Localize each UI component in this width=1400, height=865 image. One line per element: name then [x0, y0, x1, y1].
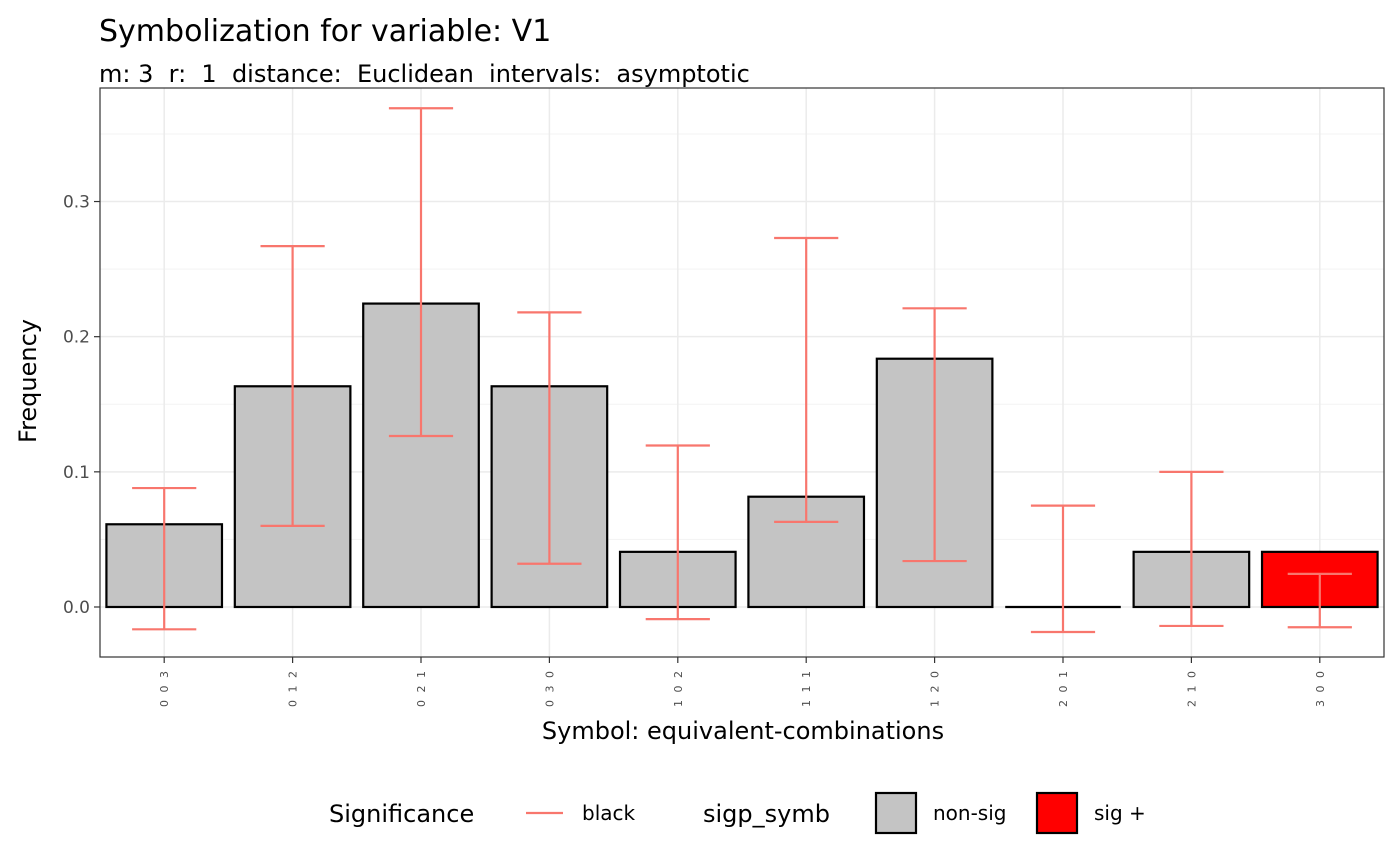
legend: Significance black sigp_symb non-sig sig + — [329, 791, 1146, 835]
legend-title-sigp-symb: sigp_symb — [703, 800, 830, 828]
y-tick-label: 0.0 — [63, 598, 90, 618]
errorbars-layer — [132, 107, 1352, 634]
x-axis-title: Symbol: equivalent-combinations — [542, 717, 944, 745]
x-tick-label: 1 1 1 — [800, 669, 813, 707]
x-tick-label: 0 2 1 — [415, 669, 428, 707]
errorbar — [1159, 470, 1224, 628]
errorbar — [902, 307, 967, 563]
errorbar — [1030, 504, 1096, 634]
errorbar — [774, 236, 839, 523]
errorbar — [645, 444, 710, 621]
chart-subtitle: m: 3 r: 1 distance: Euclidean intervals:… — [99, 60, 750, 88]
errorbar — [1287, 572, 1352, 629]
chart-title: Symbolization for variable: V1 — [99, 14, 551, 49]
legend-label: non-sig — [933, 801, 1006, 825]
x-tick-label: 2 0 1 — [1057, 669, 1070, 707]
x-tick-label: 2 1 0 — [1185, 669, 1198, 707]
y-axis-title: Frequency — [14, 319, 42, 443]
bars-layer — [105, 302, 1379, 609]
x-tick-label: 0 1 2 — [287, 669, 300, 707]
errorbar — [517, 311, 582, 565]
errorbar — [132, 486, 197, 631]
y-tick-label: 0.2 — [63, 328, 90, 348]
x-tick-label: 3 0 0 — [1314, 669, 1327, 707]
x-tick-label: 1 2 0 — [929, 669, 942, 707]
y-tick-label: 0.3 — [63, 193, 90, 213]
legend-key-box — [1035, 791, 1079, 835]
legend-title-significance: Significance — [329, 800, 474, 828]
legend-label: black — [582, 801, 636, 825]
plot-panel-border — [99, 87, 1385, 658]
errorbar — [260, 245, 325, 528]
legend-label: sig + — [1094, 801, 1146, 825]
x-axis: 0 0 3 0 1 2 0 2 1 0 3 0 1 0 2 1 1 1 1 2 0 2 0 1… — [158, 657, 1327, 707]
y-tick-label: 0.1 — [63, 463, 90, 483]
y-axis: 0.0 0.1 0.2 0.3 — [63, 193, 100, 618]
errorbar — [388, 107, 454, 438]
x-tick-label: 1 0 2 — [672, 669, 685, 707]
legend-key-box — [874, 791, 918, 835]
x-tick-label: 0 3 0 — [543, 669, 556, 707]
x-tick-label: 0 0 3 — [158, 669, 171, 707]
